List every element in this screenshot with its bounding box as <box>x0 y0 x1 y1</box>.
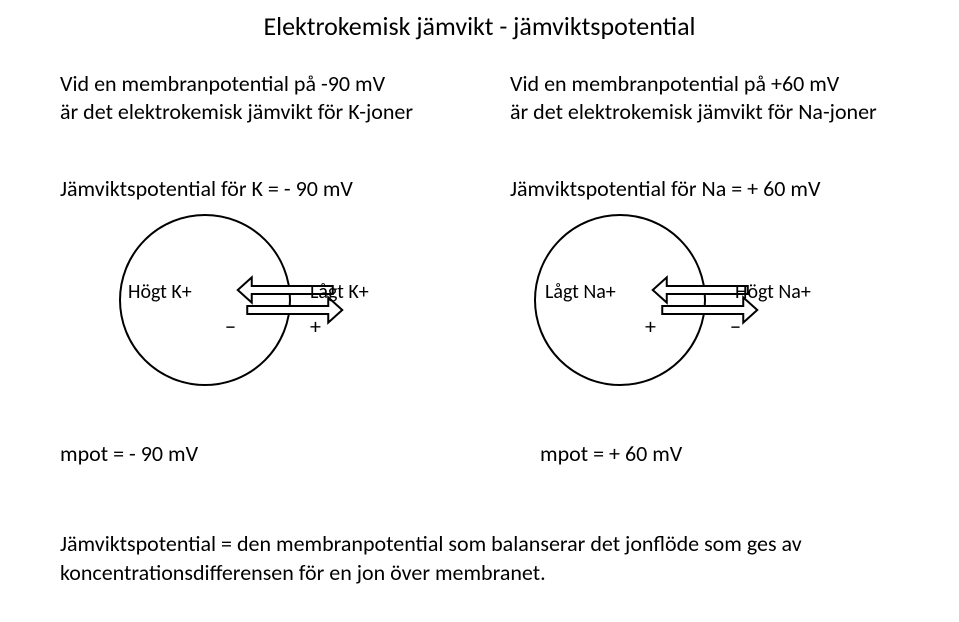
cell-right-inside-label: Lågt Na+ <box>545 280 616 304</box>
intro-left-line1: Vid en membranpotential på -90 mV <box>60 70 430 98</box>
eq-label-left: Jämviktspotential för K = - 90 mV <box>60 175 353 203</box>
cell-right-outside-sign: − <box>730 313 741 340</box>
cell-left-inside-sign: − <box>225 313 236 340</box>
arrow-inward <box>653 277 748 302</box>
cell-left-inside-label: Högt K+ <box>128 280 192 304</box>
intro-left: Vid en membranpotential på -90 mV är det… <box>60 70 430 125</box>
cell-left-outside-sign: + <box>310 313 321 340</box>
intro-right: Vid en membranpotential på +60 mV är det… <box>510 70 910 125</box>
cell-right-outside-label: Högt Na+ <box>735 280 811 304</box>
mpot-right: mpot = + 60 mV <box>540 440 682 467</box>
intro-right-line1: Vid en membranpotential på +60 mV <box>510 70 910 98</box>
mpot-left: mpot = - 90 mV <box>60 440 198 467</box>
cell-right-inside-sign: + <box>645 313 656 340</box>
eq-label-right: Jämviktspotential för Na = + 60 mV <box>510 175 820 203</box>
diagram-svg <box>0 200 959 410</box>
page-root: Elektrokemisk jämvikt - jämviktspotentia… <box>0 0 959 622</box>
cell-left-outside-label: Lågt K+ <box>310 280 369 304</box>
intro-left-line2: är det elektrokemisk jämvikt för K-joner <box>60 98 430 126</box>
intro-right-line2: är det elektrokemisk jämvikt för Na-jone… <box>510 98 910 126</box>
diagram-area: Högt K+ Lågt K+ − + Lågt Na+ Högt Na+ + … <box>0 200 959 410</box>
page-title: Elektrokemisk jämvikt - jämviktspotentia… <box>0 10 959 42</box>
footer-text: Jämviktspotential = den membranpotential… <box>60 530 900 587</box>
